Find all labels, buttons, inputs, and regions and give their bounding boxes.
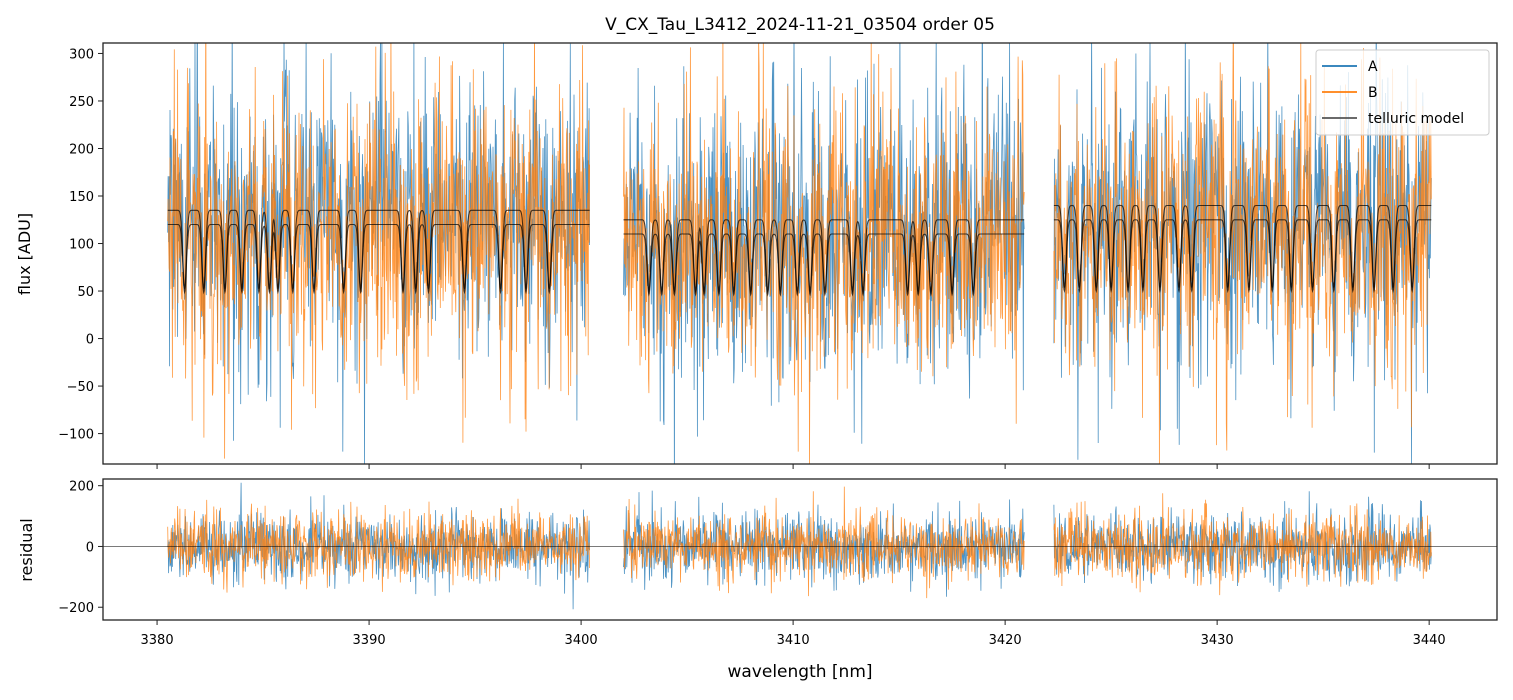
legend-label-telluric: telluric model <box>1368 111 1464 127</box>
series-b-residual-segment-1 <box>167 498 590 593</box>
series-a-flux-segment-3 <box>1053 43 1432 464</box>
residual-y-label: residual <box>17 518 36 581</box>
residual-y-tick-label: 200 <box>69 480 94 495</box>
x-axis-label: wavelength [nm] <box>727 662 872 682</box>
residual-y-tick-label: −200 <box>58 601 94 616</box>
legend: A B telluric model <box>1315 49 1490 136</box>
residual-y-tick-label: 0 <box>86 540 94 555</box>
telluric-model-b-segment-1 <box>167 223 590 295</box>
flux-y-tick-label: 300 <box>69 47 94 62</box>
series-b-residual-segment-2 <box>623 486 1025 599</box>
series-b-flux-segment-2 <box>623 43 1025 464</box>
telluric-model-a-segment-3 <box>1053 204 1432 288</box>
axes-ticks: 3380 3390 3400 3410 3420 3430 3440 −100 −50 0 50 10… <box>58 47 1445 648</box>
series-b-residual-segment-3 <box>1053 493 1432 596</box>
residual-plot-area <box>103 482 1497 610</box>
x-tick-label: 3400 <box>565 633 598 648</box>
series-b-flux-segment-3 <box>1053 43 1432 464</box>
flux-y-tick-label: 100 <box>69 238 94 253</box>
flux-y-tick-label: 50 <box>77 285 94 300</box>
flux-axes-frame <box>102 42 1498 465</box>
telluric-model-a-segment-1 <box>167 209 590 291</box>
flux-plot-area <box>167 43 1432 464</box>
x-tick-label: 3420 <box>989 633 1022 648</box>
residual-axes-frame <box>102 478 1498 621</box>
telluric-model-b-segment-2 <box>623 233 1025 297</box>
legend-label-b: B <box>1368 85 1378 101</box>
x-tick-label: 3410 <box>777 633 810 648</box>
x-tick-label: 3440 <box>1413 633 1446 648</box>
flux-y-tick-label: 0 <box>86 333 94 348</box>
x-tick-label: 3430 <box>1201 633 1234 648</box>
x-tick-label: 3390 <box>353 633 386 648</box>
legend-label-a: A <box>1368 59 1378 75</box>
flux-y-tick-label: 150 <box>69 190 94 205</box>
chart-title: V_CX_Tau_L3412_2024-11-21_03504 order 05 <box>605 15 995 35</box>
flux-y-label: flux [ADU] <box>15 213 34 295</box>
telluric-model-b-segment-3 <box>1053 219 1432 294</box>
flux-y-tick-label: 200 <box>69 142 94 157</box>
flux-y-tick-label: 250 <box>69 95 94 110</box>
x-tick-label: 3380 <box>141 633 174 648</box>
flux-y-tick-label: −100 <box>58 428 94 443</box>
flux-y-tick-label: −50 <box>67 380 94 395</box>
legend-box <box>1315 49 1490 136</box>
